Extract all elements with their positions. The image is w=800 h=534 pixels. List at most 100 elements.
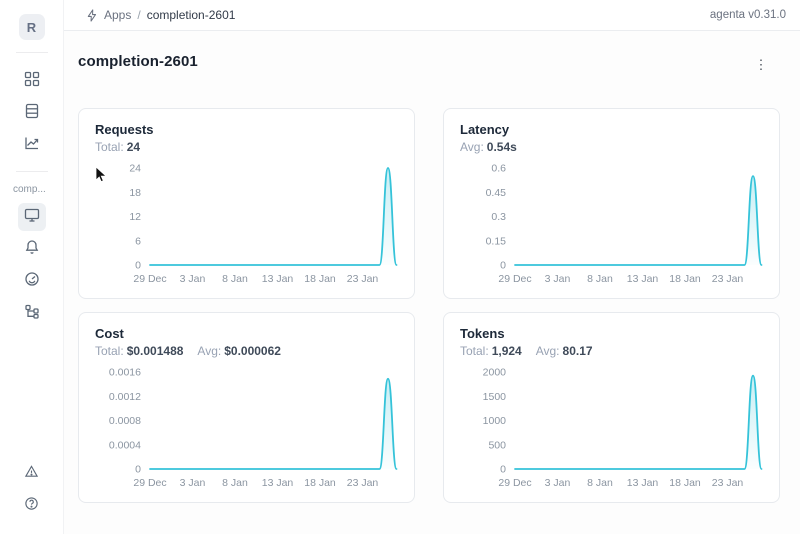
requests-chart: 24 18 12 6 029 Dec 3 Jan 8 Jan 13 Jan 18 Jan 23 J… (129, 163, 398, 285)
svg-text:0.15: 0.15 (486, 235, 507, 247)
charts-grid: Requests Total: 24 24 18 12 6 0 29 Dec 3 Jan 8 J… (78, 108, 780, 503)
workspace-avatar[interactable]: R (18, 14, 45, 40)
svg-text:23 Jan: 23 Jan (347, 273, 379, 285)
card-title: Latency (460, 122, 510, 137)
sidebar-item-alerts[interactable] (18, 235, 46, 263)
warning-triangle-icon (24, 464, 39, 484)
stat: Avg: 80.17 (535, 344, 593, 358)
svg-text:18 Jan: 18 Jan (669, 273, 701, 285)
stat: Total: 1,924 (460, 344, 522, 358)
rows-icon (24, 103, 40, 124)
svg-text:18: 18 (129, 187, 141, 199)
svg-text:8 Jan: 8 Jan (587, 273, 613, 285)
svg-text:0.0012: 0.0012 (109, 391, 141, 403)
card-title: Requests (95, 122, 154, 137)
svg-text:1000: 1000 (483, 415, 507, 427)
svg-text:0.0016: 0.0016 (109, 367, 141, 379)
svg-text:6: 6 (135, 235, 141, 247)
breadcrumb-apps-link[interactable]: Apps (104, 8, 132, 22)
svg-text:0.0008: 0.0008 (109, 415, 141, 427)
version-label: agenta v0.31.0 (709, 9, 786, 21)
lightning-icon (86, 8, 98, 22)
grid-icon (24, 71, 40, 92)
sidebar-item-evaluations[interactable] (18, 267, 46, 295)
bell-icon (24, 239, 40, 260)
card-title: Cost (95, 326, 124, 341)
sidebar-item-issues[interactable] (18, 460, 46, 488)
svg-text:0: 0 (500, 260, 506, 272)
top-bar: Apps / completion-2601 agenta v0.31.0 (64, 0, 800, 31)
svg-text:0.0004: 0.0004 (109, 439, 141, 451)
svg-text:18 Jan: 18 Jan (669, 477, 701, 489)
monitor-icon (24, 207, 40, 228)
svg-text:0: 0 (135, 260, 141, 272)
sidebar-item-overview[interactable] (17, 203, 46, 231)
svg-text:12: 12 (129, 211, 141, 223)
svg-text:24: 24 (129, 163, 141, 175)
svg-text:2000: 2000 (483, 367, 507, 379)
svg-text:0.45: 0.45 (486, 187, 507, 199)
svg-text:13 Jan: 13 Jan (627, 273, 659, 285)
line-chart-icon (24, 135, 40, 156)
stat: Avg: 0.54s (460, 140, 517, 154)
help-circle-icon (24, 496, 39, 516)
stat: Avg: $0.000062 (197, 344, 281, 358)
svg-text:0: 0 (500, 464, 506, 476)
svg-text:18 Jan: 18 Jan (304, 477, 336, 489)
svg-text:29 Dec: 29 Dec (133, 273, 166, 285)
tokens-card: Tokens Total: 1,924 Avg: 80.17 2000 1500 1000… (443, 312, 780, 503)
breadcrumb: Apps / completion-2601 (86, 8, 235, 22)
svg-text:18 Jan: 18 Jan (304, 273, 336, 285)
content-area: completion-2601 ⋮ Requests Total: 24 24 18… (64, 31, 800, 534)
tree-icon (24, 303, 40, 324)
card-stats: Total: 1,924 Avg: 80.17 (460, 344, 763, 358)
svg-text:0.3: 0.3 (491, 211, 506, 223)
sidebar-item-apps[interactable] (18, 67, 46, 95)
sidebar: R (0, 0, 64, 534)
svg-text:8 Jan: 8 Jan (222, 273, 248, 285)
svg-text:13 Jan: 13 Jan (262, 273, 294, 285)
sidebar-item-observability[interactable] (18, 131, 46, 159)
sidebar-item-testsets[interactable] (18, 99, 46, 127)
stat: Total: $0.001488 (95, 344, 184, 358)
latency-card: Latency Avg: 0.54s 0.6 0.45 0.3 0.15 0 29 Dec 3… (443, 108, 780, 299)
svg-text:1500: 1500 (483, 391, 507, 403)
card-stats: Avg: 0.54s (460, 140, 763, 154)
svg-text:3 Jan: 3 Jan (180, 477, 206, 489)
card-stats: Total: 24 (95, 140, 398, 154)
card-title: Tokens (460, 326, 505, 341)
requests-card: Requests Total: 24 24 18 12 6 0 29 Dec 3 Jan 8 J… (78, 108, 415, 299)
sidebar-item-help[interactable] (18, 492, 46, 520)
breadcrumb-current: completion-2601 (146, 8, 236, 22)
kebab-menu-button[interactable]: ⋮ (754, 56, 768, 72)
svg-text:8 Jan: 8 Jan (587, 477, 613, 489)
svg-text:29 Dec: 29 Dec (498, 477, 531, 489)
svg-text:3 Jan: 3 Jan (180, 273, 206, 285)
page-title: completion-2601 (78, 53, 198, 70)
svg-text:13 Jan: 13 Jan (262, 477, 294, 489)
svg-text:0.6: 0.6 (491, 163, 506, 175)
card-stats: Total: $0.001488 Avg: $0.000062 (95, 344, 398, 358)
gauge-icon (24, 271, 40, 292)
sidebar-section-label: comp... (13, 184, 46, 195)
svg-text:23 Jan: 23 Jan (712, 477, 744, 489)
svg-text:29 Dec: 29 Dec (498, 273, 531, 285)
cost-chart: 0.0016 0.0012 0.0008 0.0004 029 Dec 3 Jan 8 Ja… (109, 367, 398, 489)
cost-card: Cost Total: $0.001488 Avg: $0.000062 0.0016… (78, 312, 415, 503)
latency-chart: 0.6 0.45 0.3 0.15 029 Dec 3 Jan 8 Jan 13 Jan 18 … (486, 163, 763, 285)
svg-text:29 Dec: 29 Dec (133, 477, 166, 489)
sidebar-bottom (18, 460, 46, 524)
sidebar-divider-2 (15, 171, 48, 172)
main-column: Apps / completion-2601 agenta v0.31.0 co… (64, 0, 800, 534)
sidebar-item-traces[interactable] (18, 299, 46, 327)
svg-text:0: 0 (135, 464, 141, 476)
svg-text:23 Jan: 23 Jan (347, 477, 379, 489)
svg-text:3 Jan: 3 Jan (545, 273, 571, 285)
svg-text:13 Jan: 13 Jan (627, 477, 659, 489)
breadcrumb-separator: / (137, 8, 141, 22)
tokens-chart: 2000 1500 1000 500 029 Dec 3 Jan 8 Jan 13 Jan 18… (483, 367, 763, 489)
svg-text:23 Jan: 23 Jan (712, 273, 744, 285)
svg-text:3 Jan: 3 Jan (545, 477, 571, 489)
stat: Total: 24 (95, 140, 141, 154)
